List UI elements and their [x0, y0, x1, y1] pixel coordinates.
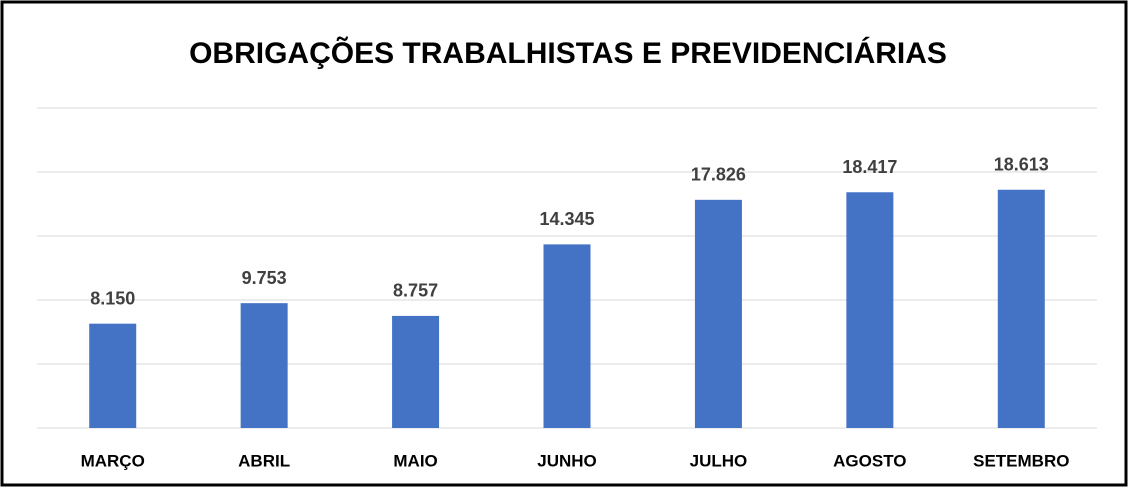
bar	[392, 315, 440, 428]
bar	[846, 192, 894, 428]
bar	[89, 323, 137, 428]
x-tick-label: JUNHO	[537, 451, 597, 470]
data-label: 17.826	[691, 165, 746, 185]
x-tick-label: MARÇO	[81, 451, 145, 470]
bar	[997, 189, 1045, 428]
x-tick-label: ABRIL	[238, 451, 290, 470]
x-tick-label: JULHO	[690, 451, 748, 470]
data-label: 9.753	[242, 268, 287, 288]
bar	[694, 199, 742, 428]
data-label: 18.417	[842, 157, 897, 177]
bar	[543, 244, 591, 428]
chart-title: OBRIGAÇÕES TRABALHISTAS E PREVIDENCIÁRIA…	[189, 36, 947, 70]
x-tick-label: AGOSTO	[833, 451, 906, 470]
data-label: 8.150	[90, 288, 135, 308]
data-label: 14.345	[539, 209, 594, 229]
data-label: 18.613	[994, 155, 1049, 175]
bar	[240, 303, 288, 428]
x-tick-label: SETEMBRO	[973, 451, 1069, 470]
x-tick-label: MAIO	[393, 451, 437, 470]
data-label: 8.757	[393, 281, 438, 301]
